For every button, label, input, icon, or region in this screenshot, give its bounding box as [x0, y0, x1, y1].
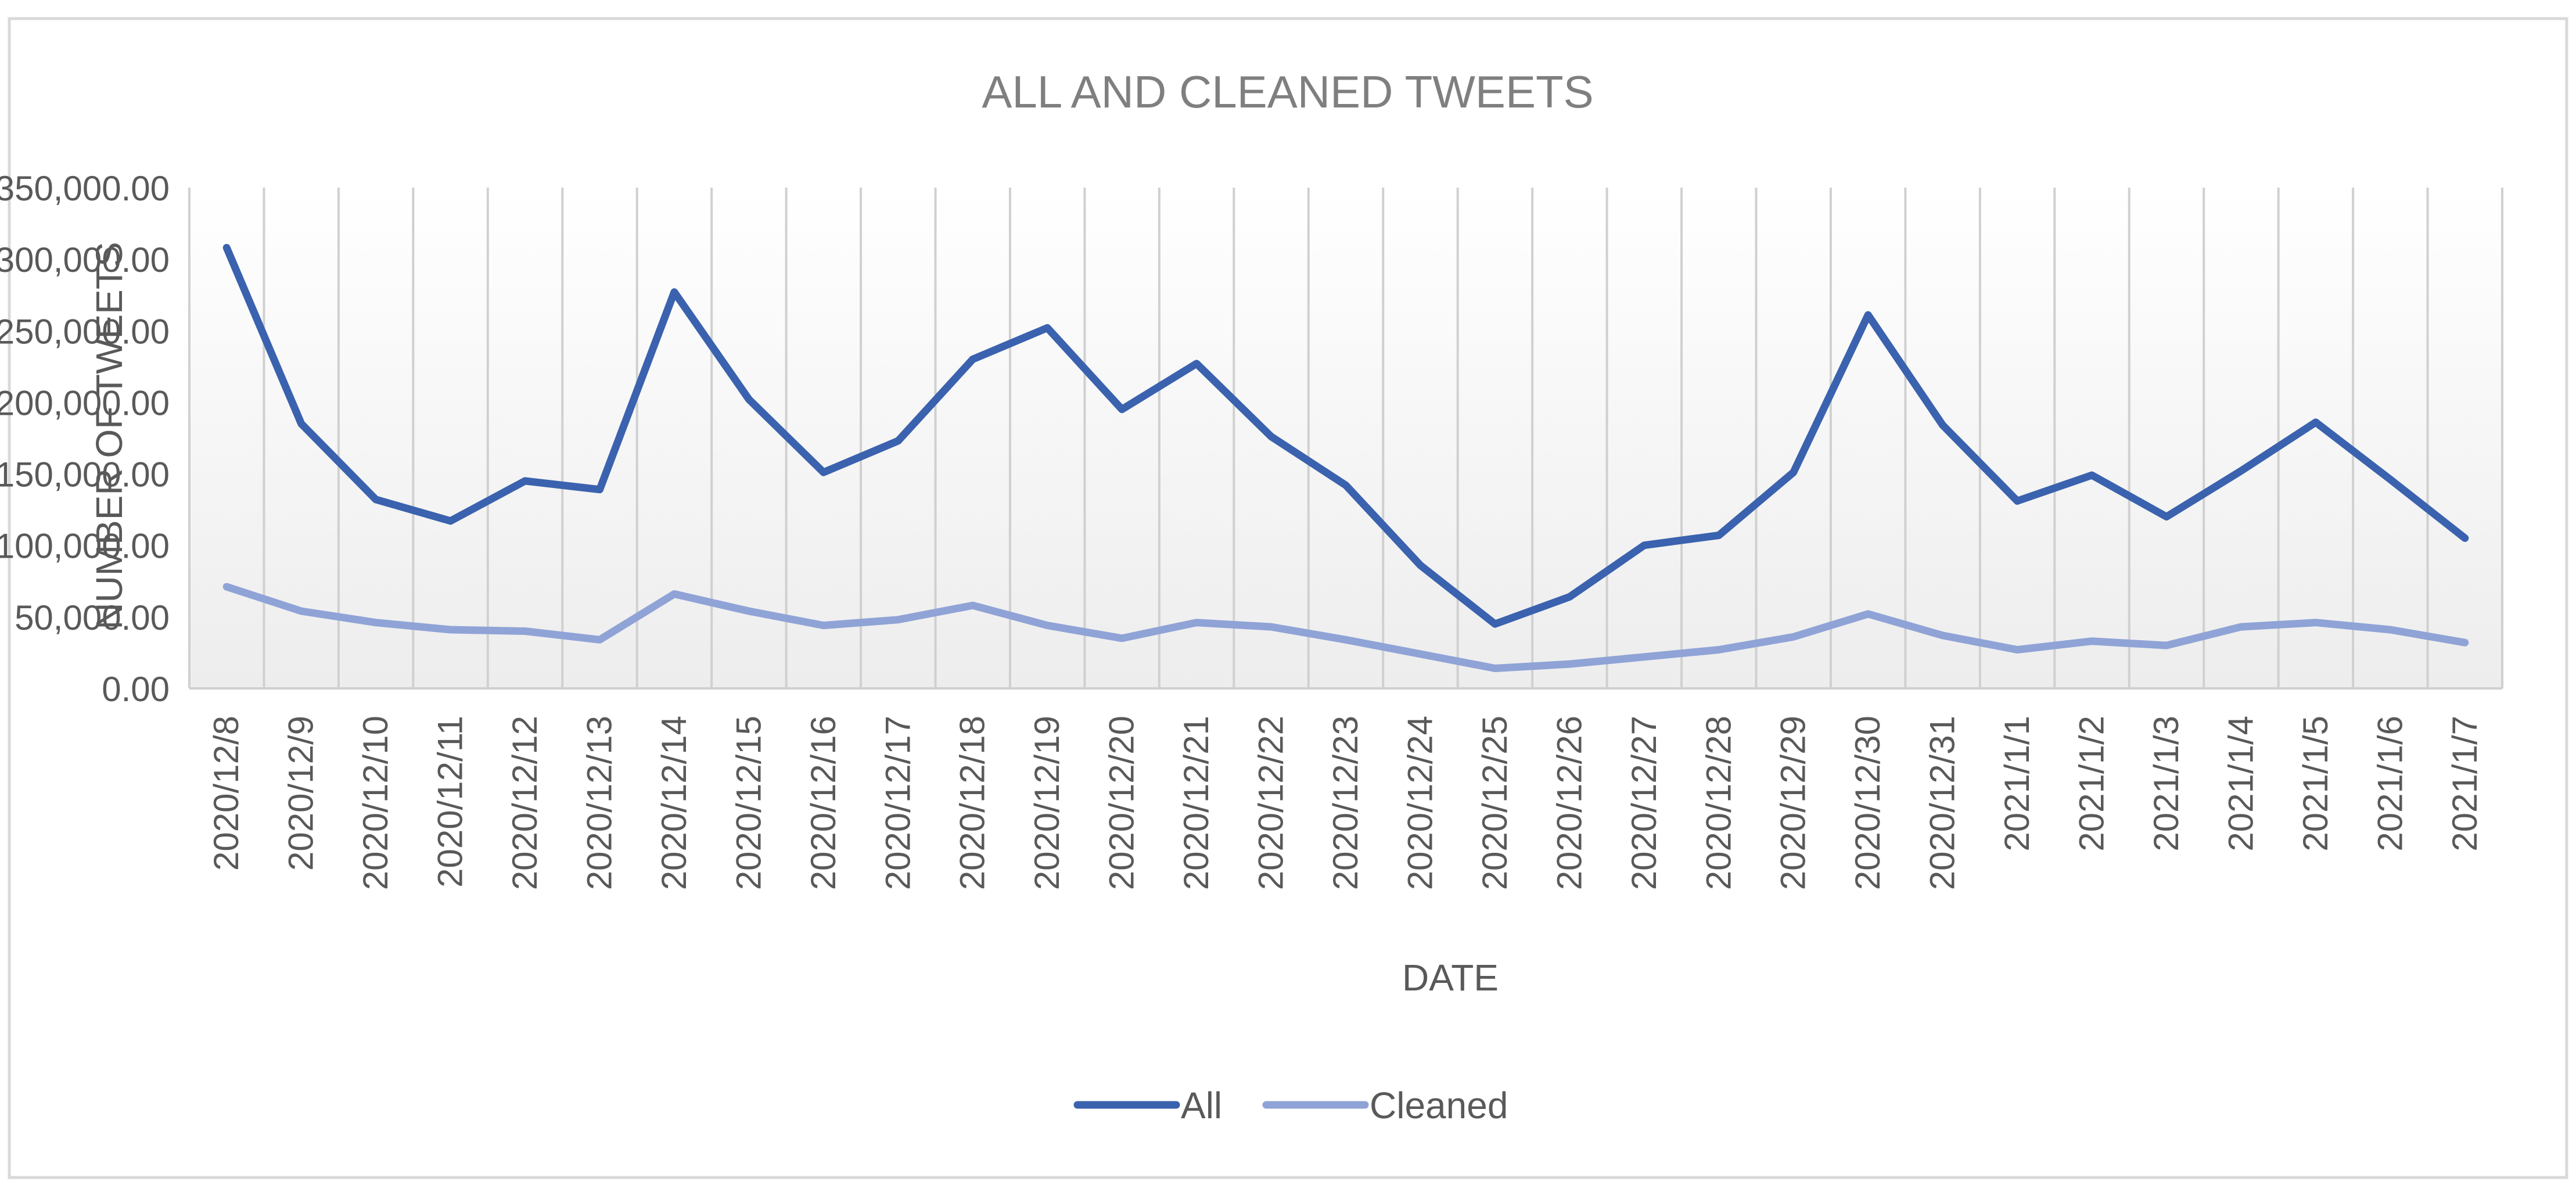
x-tick-label: 2020/12/23 [1326, 716, 1365, 890]
x-tick-label: 2021/1/1 [1997, 716, 2036, 852]
y-tick-label: 150,000.00 [0, 455, 170, 494]
x-tick-label: 2020/12/25 [1475, 716, 1514, 890]
y-tick-label: 300,000.00 [0, 240, 170, 279]
x-axis-ticks: 2020/12/8 2020/12/9 2020/12/10 2020/12/11 20… [207, 716, 2484, 890]
y-tick-label: 350,000.00 [0, 169, 170, 208]
x-tick-label: 2020/12/18 [953, 716, 992, 890]
gridlines [188, 188, 2503, 690]
x-tick-label: 2020/12/11 [431, 716, 470, 888]
legend-label-all: All [1181, 1085, 1222, 1126]
y-tick-label: 100,000.00 [0, 527, 170, 566]
series-line-cleaned [222, 583, 2469, 672]
x-tick-label: 2020/12/9 [282, 716, 321, 871]
x-tick-label: 2020/12/28 [1699, 716, 1738, 890]
x-tick-label: 2021/1/3 [2147, 716, 2186, 852]
x-tick-label: 2020/12/10 [356, 716, 395, 890]
y-tick-label: 50,000.00 [15, 598, 170, 637]
x-tick-label: 2020/12/16 [804, 716, 843, 890]
x-tick-label: 2021/1/2 [2072, 716, 2111, 852]
legend-label-cleaned: Cleaned [1370, 1085, 1508, 1126]
x-tick-label: 2020/12/26 [1550, 716, 1589, 890]
plot-area [189, 188, 2502, 688]
x-tick-label: 2020/12/14 [655, 716, 694, 890]
x-tick-label: 2020/12/15 [729, 716, 768, 890]
x-tick-label: 2020/12/19 [1027, 716, 1066, 890]
y-tick-label: 0.00 [102, 670, 170, 709]
x-axis-title: DATE [1402, 957, 1499, 999]
series-layer [222, 243, 2469, 672]
y-axis-ticks: 0.00 50,000.00 100,000.00 150,000.00 200,000… [0, 169, 170, 709]
y-tick-label: 200,000.00 [0, 383, 170, 422]
chart-title: ALL AND CLEANED TWEETS [982, 66, 1593, 117]
x-tick-label: 2020/12/8 [207, 716, 246, 871]
x-tick-label: 2020/12/22 [1252, 716, 1291, 890]
x-tick-label: 2021/1/7 [2445, 716, 2484, 852]
x-tick-label: 2020/12/20 [1102, 716, 1141, 890]
x-tick-label: 2020/12/24 [1400, 716, 1439, 890]
x-tick-label: 2021/1/4 [2221, 716, 2260, 852]
x-tick-label: 2020/12/17 [878, 716, 917, 890]
legend: All Cleaned [1073, 1085, 1508, 1126]
x-tick-label: 2020/12/29 [1774, 716, 1813, 890]
x-tick-label: 2021/1/5 [2296, 716, 2335, 852]
y-tick-label: 250,000.00 [0, 312, 170, 351]
x-tick-label: 2020/12/21 [1177, 716, 1216, 890]
x-tick-label: 2021/1/6 [2370, 716, 2409, 852]
x-tick-label: 2020/12/12 [505, 716, 544, 890]
x-tick-label: 2020/12/31 [1923, 716, 1962, 890]
x-tick-label: 2020/12/30 [1848, 716, 1887, 890]
x-tick-label: 2020/12/27 [1625, 716, 1664, 890]
series-line-all [222, 243, 2469, 628]
y-axis-title: NUMBER OF TWEETS [88, 242, 130, 629]
x-tick-label: 2020/12/13 [580, 716, 619, 890]
